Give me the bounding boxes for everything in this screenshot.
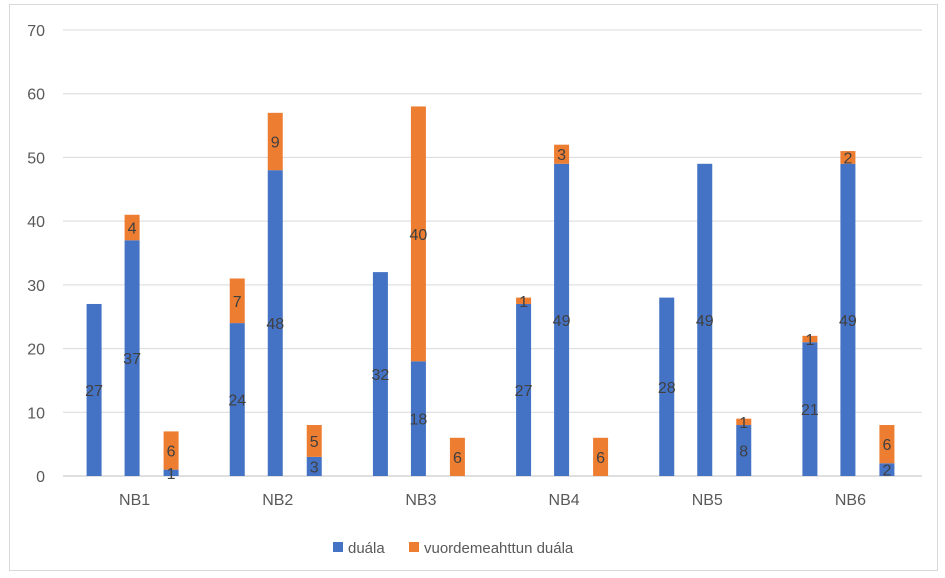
data-label: 40 (410, 227, 428, 244)
data-label: 9 (271, 135, 280, 152)
data-label: 3 (310, 459, 319, 476)
bar-segment-duala (372, 272, 388, 476)
data-label: 8 (739, 444, 748, 461)
bar-segment-vuordemeahttun (124, 214, 140, 241)
y-tick-label: 0 (36, 469, 45, 486)
y-tick-label: 30 (27, 278, 45, 295)
data-label: 1 (805, 332, 814, 349)
legend-swatch (409, 542, 419, 552)
bar-segment-vuordemeahttun (516, 297, 532, 304)
bar-segment-duala (229, 323, 245, 476)
data-label: 24 (228, 393, 246, 410)
data-label: 37 (123, 351, 141, 368)
bar-segment-duala (802, 342, 818, 476)
data-label: 32 (372, 367, 390, 384)
bar-segment-duala (410, 361, 426, 476)
y-tick-label: 70 (27, 23, 45, 40)
bar-segment-vuordemeahttun (802, 335, 818, 343)
x-tick-label: NB5 (692, 492, 723, 509)
data-label: 21 (801, 402, 819, 419)
legend-label: vuordemeahttun duála (424, 540, 574, 557)
bar-segment-vuordemeahttun (554, 144, 570, 164)
legend: duála vuordemeahttun duála (333, 540, 574, 557)
x-tick-label: NB2 (262, 492, 293, 509)
bar-segment-duala (879, 463, 895, 476)
y-tick-label: 50 (27, 150, 45, 167)
data-label: 18 (410, 412, 428, 429)
data-labels: 27 37 4 1 6 24 7 48 9 3 5 32 18 40 6 27 1 49 3 6 28 49 8 1 21 1 49… (85, 135, 891, 483)
bar-segment-duala (306, 456, 322, 476)
bar-segment-vuordemeahttun (449, 437, 465, 476)
bar-segment-duala (163, 469, 179, 476)
data-label: 7 (233, 294, 242, 311)
bar-segment-vuordemeahttun (840, 151, 856, 164)
bar-segment-vuordemeahttun (306, 425, 322, 457)
data-label: 6 (596, 450, 605, 467)
bar-segment-vuordemeahttun (410, 106, 426, 362)
data-label: 1 (167, 466, 176, 483)
bar-segment-vuordemeahttun (593, 437, 609, 476)
bars (86, 106, 895, 477)
data-label: 5 (310, 434, 319, 451)
data-label: 49 (839, 313, 857, 330)
data-label: 3 (557, 147, 566, 164)
bar-segment-duala (840, 163, 856, 477)
data-label: 49 (553, 313, 571, 330)
bar-segment-vuordemeahttun (267, 112, 283, 171)
y-tick-label: 60 (27, 87, 45, 104)
bar-segment-vuordemeahttun (736, 418, 752, 426)
x-axis-tick-labels: NB1 NB2 NB3 NB4 NB5 NB6 (119, 492, 866, 509)
x-tick-label: NB3 (405, 492, 436, 509)
x-tick-label: NB1 (119, 492, 150, 509)
data-label: 6 (167, 444, 176, 461)
gridlines (63, 29, 922, 477)
bar-segment-duala (267, 170, 283, 476)
data-label: 27 (515, 383, 533, 400)
data-label: 6 (453, 450, 462, 467)
data-label: 48 (266, 316, 284, 333)
bar-segment-duala (516, 303, 532, 476)
x-tick-label: NB4 (549, 492, 580, 509)
bar-segment-vuordemeahttun (879, 425, 895, 464)
bar-segment-duala (659, 297, 675, 476)
bar-segment-duala (736, 425, 752, 476)
legend-swatch (333, 542, 343, 552)
data-label: 1 (739, 415, 748, 432)
y-tick-label: 20 (27, 342, 45, 359)
data-label: 6 (882, 437, 891, 454)
y-tick-label: 10 (27, 405, 45, 422)
data-label: 27 (85, 383, 103, 400)
legend-label: duála (348, 540, 385, 557)
data-label: 49 (696, 313, 714, 330)
data-label: 28 (658, 380, 676, 397)
bar-segment-vuordemeahttun (163, 431, 179, 470)
y-tick-label: 40 (27, 214, 45, 231)
bar-segment-duala (124, 240, 140, 476)
bar-segment-vuordemeahttun (229, 278, 245, 324)
data-label: 2 (843, 150, 852, 167)
data-label: 2 (882, 463, 891, 480)
bar-segment-duala (554, 163, 570, 477)
bar-segment-duala (697, 163, 713, 477)
data-label: 4 (128, 221, 137, 238)
data-label: 1 (519, 294, 528, 311)
y-axis-tick-labels: 0 10 20 30 40 50 60 70 (27, 23, 45, 486)
bar-segment-duala (86, 303, 102, 476)
x-tick-label: NB6 (835, 492, 866, 509)
